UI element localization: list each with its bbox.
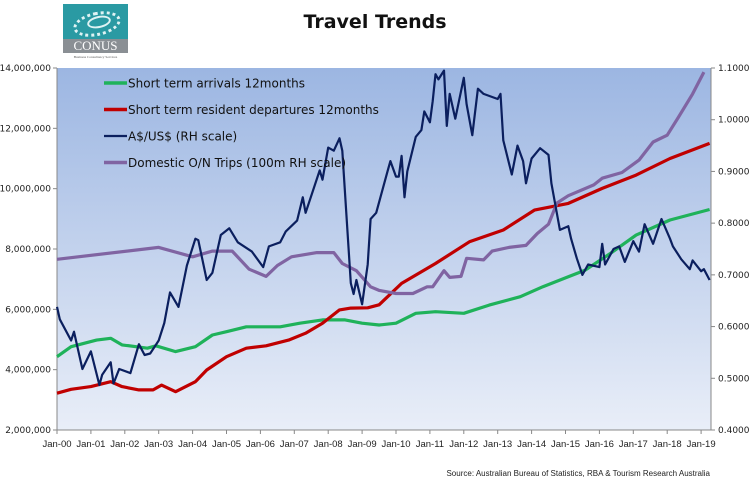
y-right-tick-label: 0.9000 bbox=[718, 167, 750, 177]
y-right-tick-label: 1.0000 bbox=[718, 116, 750, 126]
y-right-tick-label: 0.5000 bbox=[718, 374, 750, 384]
x-tick-label: Jan-05 bbox=[212, 439, 241, 450]
legend-label-0: Short term arrivals 12months bbox=[128, 77, 305, 91]
legend-label-1: Short term resident departures 12months bbox=[128, 103, 379, 117]
x-tick-label: Jan-02 bbox=[110, 439, 139, 450]
legend-label-3: Domestic O/N Trips (100m RH scale) bbox=[128, 156, 346, 170]
logo-tagline: Business Consultancy Services bbox=[73, 55, 118, 59]
series-line-1 bbox=[56, 141, 711, 395]
x-tick-label: Jan-09 bbox=[348, 439, 377, 450]
y-right-tick-label: 0.8000 bbox=[718, 219, 750, 229]
y-left-tick-label: 2,000,000 bbox=[5, 426, 51, 436]
series-line-0 bbox=[56, 207, 711, 359]
x-tick-label: Jan-17 bbox=[619, 439, 648, 450]
x-tick-label: Jan-18 bbox=[653, 439, 682, 450]
x-tick-label: Jan-15 bbox=[551, 439, 580, 450]
x-tick-label: Jan-10 bbox=[381, 439, 410, 450]
x-tick-label: Jan-04 bbox=[178, 439, 207, 450]
x-tick-label: Jan-08 bbox=[314, 439, 343, 450]
legend-label-2: A$/US$ (RH scale) bbox=[128, 130, 237, 144]
y-left-tick-label: 8,000,000 bbox=[5, 245, 51, 255]
x-tick-label: Jan-07 bbox=[280, 439, 309, 450]
x-tick-label: Jan-19 bbox=[687, 439, 716, 450]
conus-logo: CONUS Business Consultancy Services bbox=[63, 4, 128, 60]
x-tick-label: Jan-00 bbox=[42, 439, 71, 450]
y-right-tick-label: 1.1000 bbox=[718, 64, 750, 74]
y-left-tick-label: 12,000,000 bbox=[0, 124, 51, 134]
x-tick-label: Jan-16 bbox=[585, 439, 614, 450]
x-tick-label: Jan-11 bbox=[416, 439, 444, 450]
y-left-tick-label: 4,000,000 bbox=[5, 366, 51, 376]
x-tick-label: Jan-03 bbox=[144, 439, 173, 450]
series-line-3 bbox=[56, 71, 706, 296]
y-right-tick-label: 0.7000 bbox=[718, 271, 750, 281]
x-tick-label: Jan-13 bbox=[483, 439, 512, 450]
y-left-tick-label: 14,000,000 bbox=[0, 64, 51, 74]
y-right-tick-label: 0.6000 bbox=[718, 323, 750, 333]
series-line-2 bbox=[55, 69, 711, 387]
x-tick-label: Jan-06 bbox=[246, 439, 275, 450]
x-tick-label: Jan-12 bbox=[449, 439, 478, 450]
logo-text: CONUS bbox=[63, 39, 128, 53]
source-note: Source: Australian Bureau of Statistics,… bbox=[446, 469, 710, 478]
x-tick-label: Jan-14 bbox=[517, 439, 546, 450]
logo-swirl-icon bbox=[63, 4, 128, 39]
x-tick-label: Jan-01 bbox=[76, 439, 105, 450]
y-left-tick-label: 6,000,000 bbox=[5, 305, 51, 315]
chart-title: Travel Trends bbox=[303, 11, 446, 33]
y-left-tick-label: 10,000,000 bbox=[0, 185, 51, 195]
y-right-tick-label: 0.4000 bbox=[718, 426, 750, 436]
